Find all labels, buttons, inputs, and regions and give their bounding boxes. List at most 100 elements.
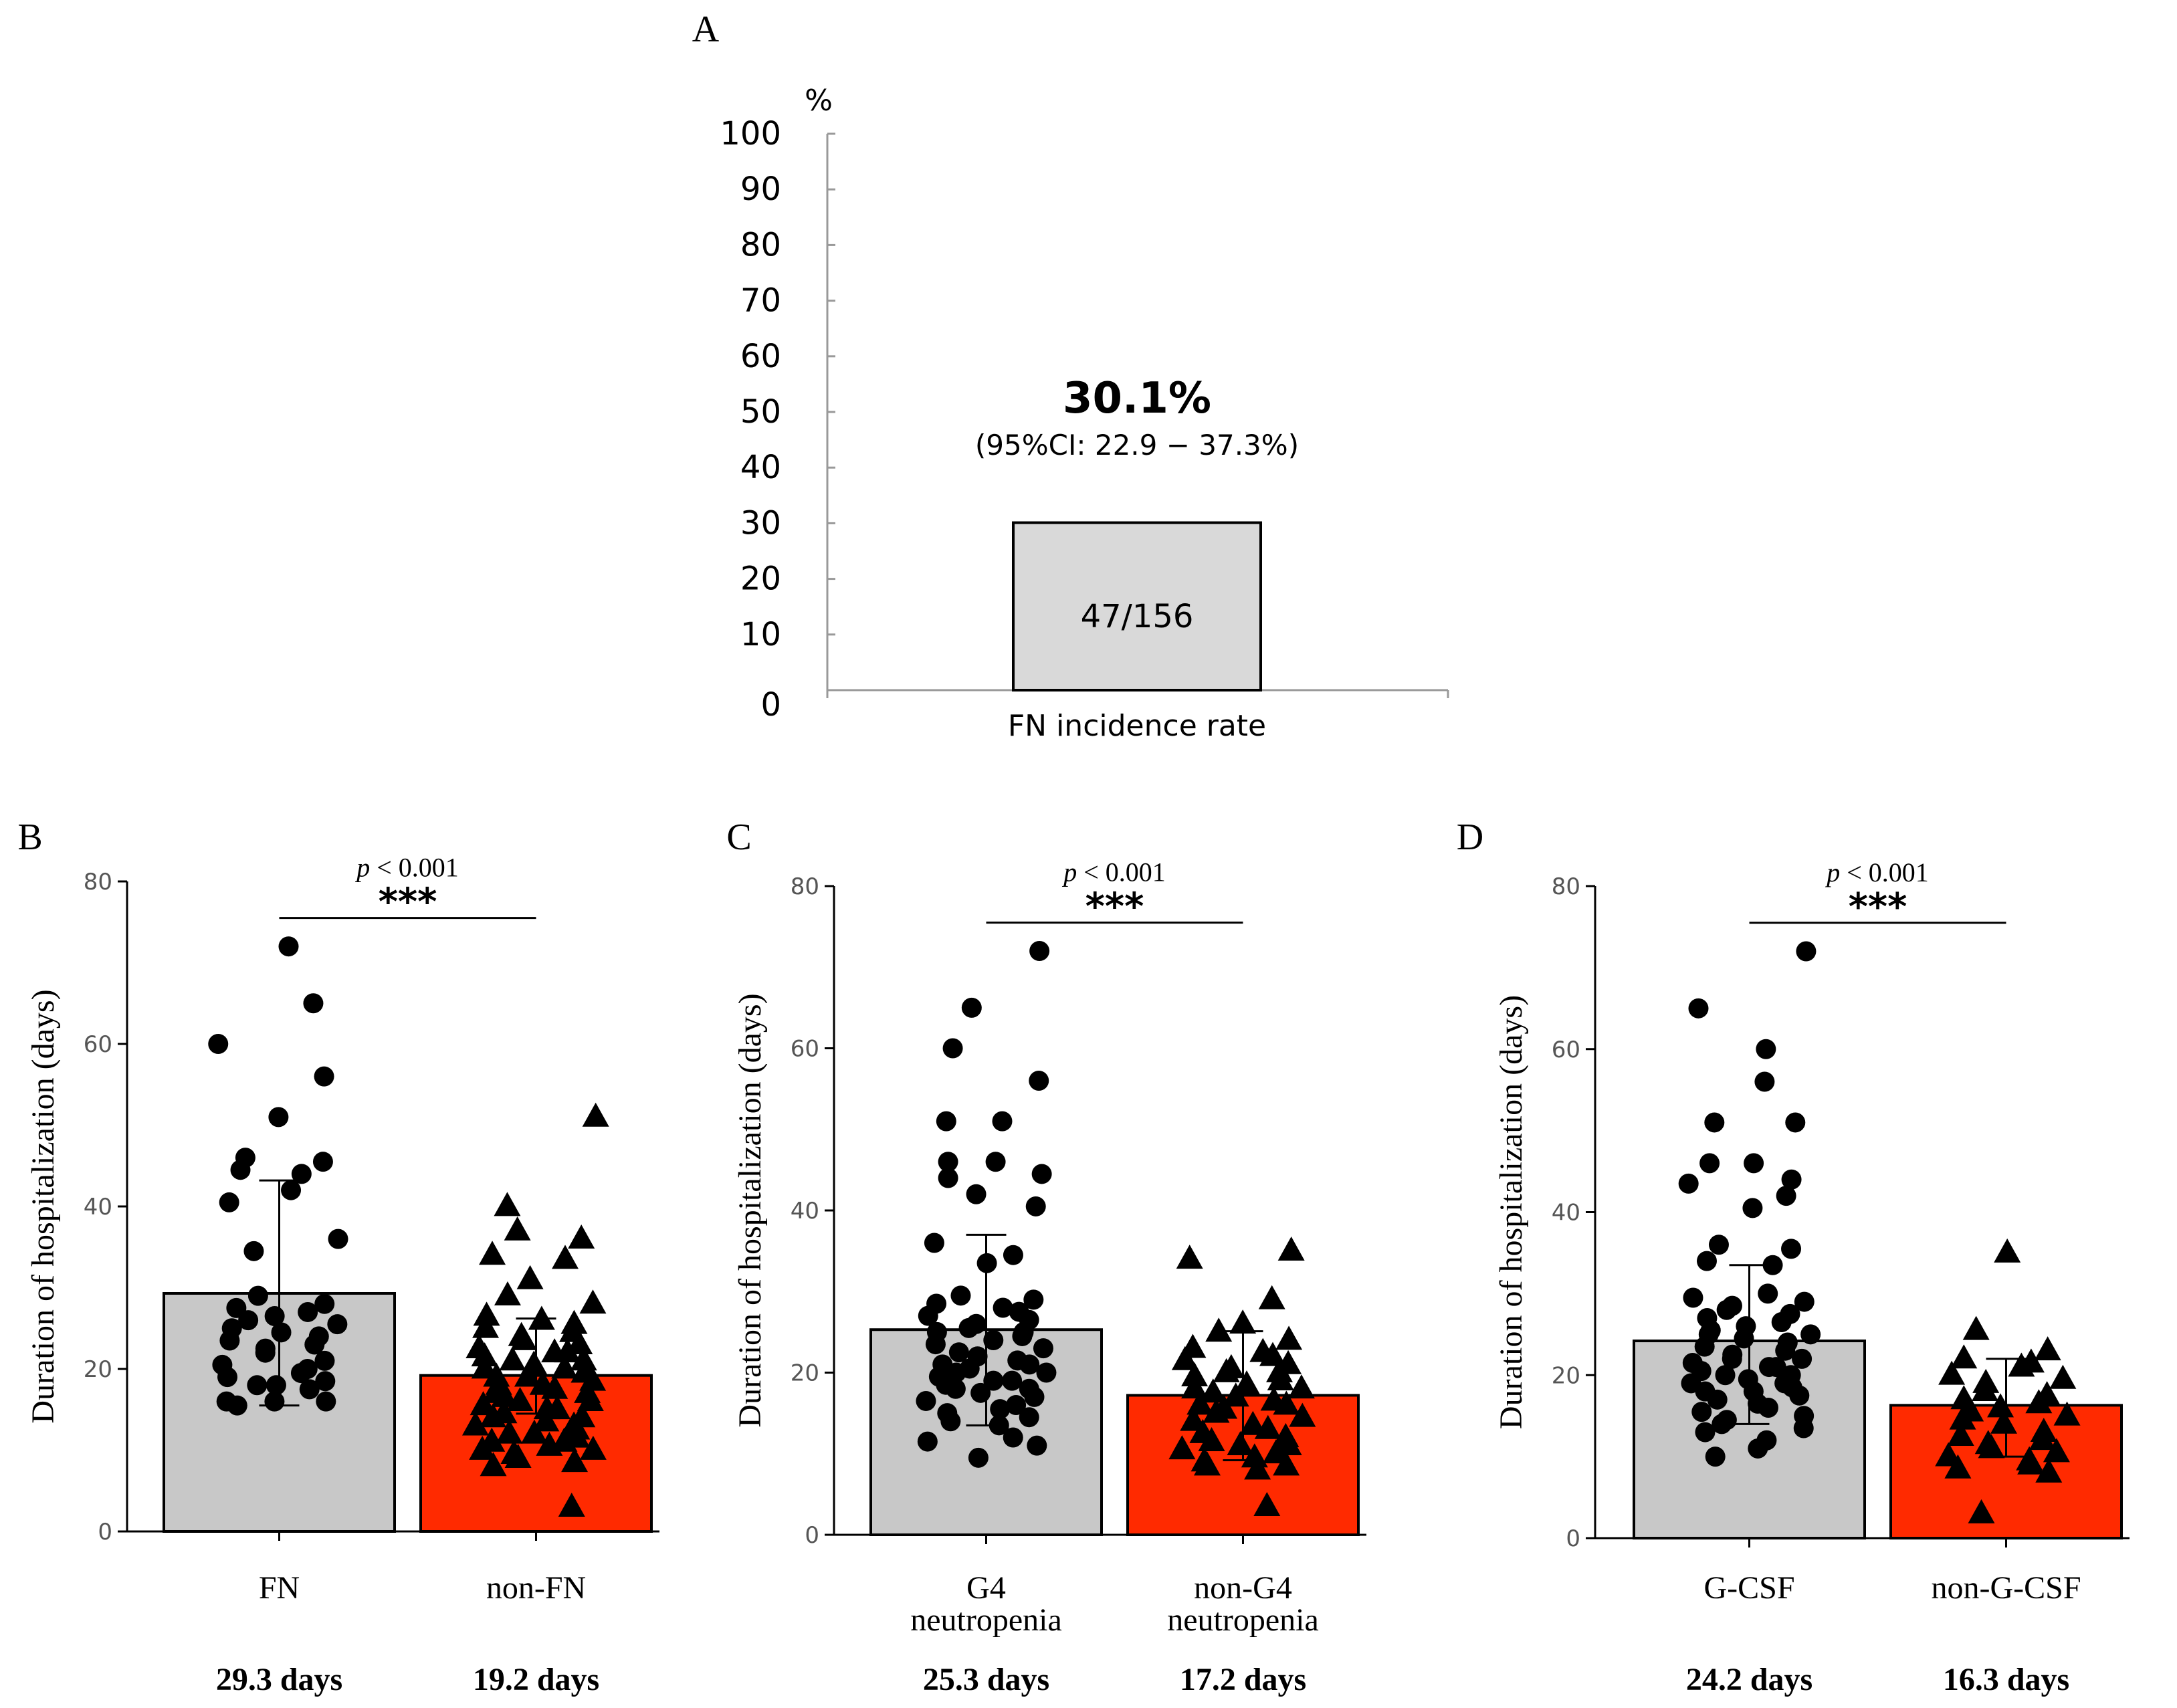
panel-d-data-point [1766,1357,1786,1378]
panel-b-data-point [314,1293,335,1314]
panel-c-letter: C [726,817,751,858]
panel-d-data-point [1962,1315,1990,1340]
panel-d-data-point [2029,1426,2056,1451]
panel-b-data-point [471,1342,498,1367]
panel-b-data-point [314,1066,334,1087]
panel-d-data-point [2035,1458,2063,1483]
panel-c-data-point [970,1382,991,1403]
panel-a-y-tick-label: 70 [740,282,781,320]
panel-c-data-point [1024,1386,1045,1407]
panel-b-y-label: Duration of hospitalization (days) [25,989,61,1423]
panel-c-mean-days-label: 25.3 days [923,1662,1049,1697]
panel-d-data-point [1722,1348,1742,1369]
panel-d-data-point [1688,998,1709,1019]
panel-b-data-point [541,1374,568,1399]
panel-b-category-label: non-FN [486,1570,586,1606]
panel-d-data-point [1708,1235,1729,1255]
panel-b-data-point [550,1427,578,1452]
panel-b-data-point [582,1102,609,1127]
panel-b-data-point [255,1342,276,1363]
panel-c-data-point [917,1431,938,1452]
panel-c-data-point [1213,1358,1240,1382]
panel-c-data-point [1273,1390,1300,1415]
panel-c-category-label: G4 [966,1570,1006,1606]
panel-c-data-point [1025,1196,1046,1216]
panel-d-chart: D 0 20 40 60 80 Duration of hospitalization (d… [1457,817,2130,1697]
panel-c-data-point [992,1111,1013,1132]
panel-c-data-point [1027,1435,1047,1456]
panel-d-data-point [2017,1450,2045,1475]
panel-d-data-point [1758,1283,1778,1304]
panel-b-data-point [208,1034,229,1054]
panel-d-data-point [1949,1405,1976,1430]
panel-d-data-point [1994,1238,2021,1263]
panel-d-p-value: p < 0.001 [1825,857,1929,887]
panel-d-data-point [1971,1377,1998,1402]
panel-c-data-point [1002,1370,1023,1391]
panel-a-y-tick-label: 40 [740,449,781,486]
panel-c-data-point [968,1447,989,1468]
panel-b-data-point [219,1330,240,1351]
panel-c-data-point [1227,1431,1254,1456]
panel-c-category-label: non-G4 [1194,1570,1292,1606]
panel-c-data-point [966,1184,987,1204]
panel-c-data-point [983,1330,1004,1350]
panel-b-data-point [219,1192,239,1212]
panel-b-p-value: p < 0.001 [354,853,459,883]
panel-b-chart: B 0 20 40 60 80 Duration of hospitalization (d… [17,817,659,1697]
panel-c-data-point [1275,1325,1303,1350]
panel-d-data-point [1756,1039,1776,1059]
panel-d-data-point [1792,1348,1812,1369]
panel-b-y-tick-label: 80 [84,869,112,895]
panel-b-data-point [247,1285,268,1306]
panel-b-data-point [532,1407,560,1432]
panel-b-data-point [299,1379,320,1400]
panel-d-y-tick-label: 60 [1552,1037,1580,1063]
panel-d-data-point [1754,1071,1775,1092]
panel-c-data-point [1277,1237,1305,1261]
panel-c-data-point [1273,1451,1300,1476]
panel-d-data-point [1691,1402,1712,1422]
panel-b-data-point [536,1431,563,1456]
panel-b-data-point [469,1435,496,1460]
panel-c-data-point [1036,1362,1057,1383]
panel-a-y-tick-label: 60 [740,338,781,375]
panel-c-data-point [1233,1370,1261,1395]
panel-b-data-point [479,1241,506,1265]
panel-d-category-label: non-G-CSF [1931,1570,2081,1606]
panel-d-data-point [1775,1340,1796,1361]
panel-c-data-point [1181,1374,1209,1399]
panel-d-data-point [2008,1352,2035,1377]
panel-d-letter: D [1457,817,1483,858]
panel-c-p-value: p < 0.001 [1061,857,1166,887]
panel-d-data-point [1950,1344,1978,1369]
panel-d-category-label: G-CSF [1703,1570,1794,1606]
panel-d-data-point [1699,1153,1720,1174]
panel-c-data-point [1267,1366,1294,1391]
panel-c-data-point [1171,1346,1199,1370]
panel-b-y-tick-label: 20 [84,1356,112,1383]
panel-d-data-point [1734,1328,1754,1349]
panel-d-y-tick-label: 80 [1552,873,1580,900]
panel-d-data-point [1744,1153,1764,1174]
panel-a-y-tick-label: 0 [760,686,781,724]
panel-c-data-point [1176,1245,1203,1269]
panel-a-x-category: FN incidence rate [1008,709,1266,743]
panel-b-data-point [312,1152,333,1172]
panel-a-y-tick-label: 80 [740,226,781,263]
panel-c-data-point [1222,1382,1249,1407]
panel-c-data-point [948,1342,969,1363]
panel-b-data-point [247,1375,268,1396]
panel-c-data-point [924,1233,944,1253]
panel-a-y-tick-label: 20 [740,560,781,598]
panel-b-data-point [314,1350,335,1371]
panel-d-data-point [2049,1364,2077,1389]
panel-b-data-point [271,1322,292,1343]
panel-c-data-point [1254,1414,1281,1439]
panel-c-data-point [1019,1407,1039,1428]
panel-c-data-point [1258,1285,1285,1309]
panel-c-data-point [1262,1439,1289,1464]
panel-c-y-tick-label: 80 [791,873,819,900]
